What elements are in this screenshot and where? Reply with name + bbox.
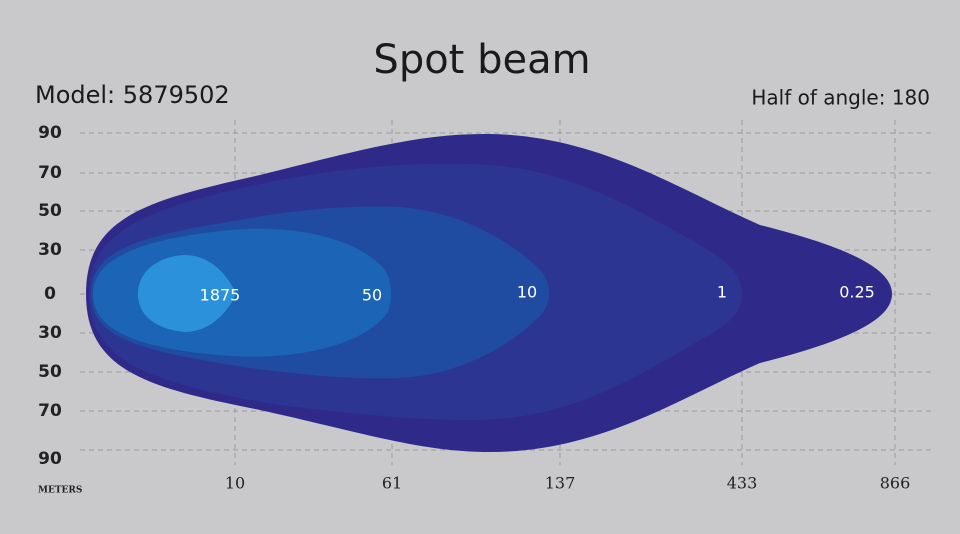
y-label: 50 xyxy=(38,362,62,382)
contour-label: 10 xyxy=(517,283,537,302)
y-label: 90 xyxy=(38,449,62,469)
x-unit: Meters xyxy=(38,482,82,497)
x-label: 10 xyxy=(225,474,245,493)
x-label: 137 xyxy=(545,474,576,493)
contour-label: 1 xyxy=(717,283,727,302)
contour-label: 0.25 xyxy=(839,283,875,302)
x-label: 61 xyxy=(382,474,402,493)
y-label: 90 xyxy=(38,123,62,143)
y-label: 30 xyxy=(38,323,62,343)
contour-1875 xyxy=(138,255,236,332)
y-label: 0 xyxy=(44,284,56,304)
contour-label: 1875 xyxy=(200,286,241,305)
title: Spot beam xyxy=(373,37,590,83)
y-label: 70 xyxy=(38,401,62,421)
y-label: 30 xyxy=(38,240,62,260)
y-label: 70 xyxy=(38,163,62,183)
x-label: 433 xyxy=(727,474,758,493)
contour-label: 50 xyxy=(362,286,382,305)
model: Model: 5879502 xyxy=(35,81,230,109)
half-angle: Half of angle: 180 xyxy=(751,86,930,110)
y-label: 50 xyxy=(38,201,62,221)
x-label: 866 xyxy=(880,474,911,493)
